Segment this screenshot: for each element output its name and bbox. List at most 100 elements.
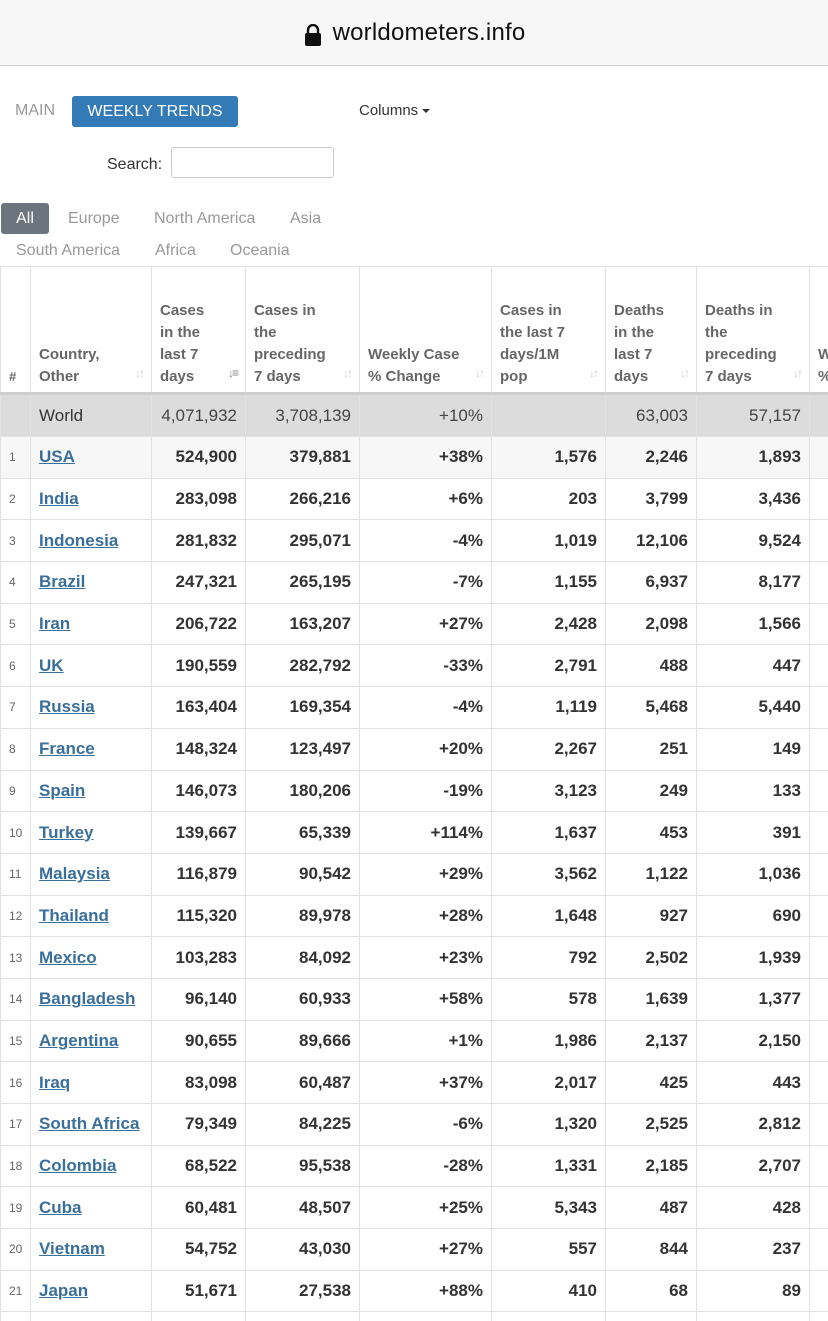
data-cell: [809, 477, 828, 521]
table-row: 21 Japan 51,671 27,538 +88% 410 68 89: [0, 1269, 828, 1313]
country-link[interactable]: Bangladesh: [39, 989, 136, 1009]
data-cell: 249: [605, 769, 697, 813]
data-cell: +25%: [359, 1186, 492, 1230]
data-cell: 410: [491, 1269, 606, 1313]
country-link[interactable]: Russia: [39, 697, 95, 717]
column-header-6[interactable]: Deaths in the last 7 days ↓↑: [605, 266, 697, 395]
data-cell: [491, 1311, 606, 1321]
search-input[interactable]: [171, 147, 334, 178]
country-link[interactable]: Malaysia: [39, 864, 110, 884]
sort-icon[interactable]: ↓↑: [680, 366, 690, 380]
country-link[interactable]: Brazil: [39, 572, 86, 592]
table-row: 14 Bangladesh 96,140 60,933 +58% 578 1,639 1,37…: [0, 977, 828, 1021]
region-tab-africa[interactable]: Africa: [155, 242, 196, 259]
sort-icon[interactable]: ↓↑: [135, 366, 145, 380]
table-row: 5 Iran 206,722 163,207 +27% 2,428 2,098 1,566: [0, 602, 828, 646]
region-tab-south-america[interactable]: South America: [16, 242, 121, 259]
country-link[interactable]: Japan: [39, 1281, 89, 1301]
country-link[interactable]: Turkey: [39, 822, 94, 842]
column-header-8[interactable]: W %: [809, 266, 828, 395]
column-header-5[interactable]: Cases in the last 7 days/1M pop ↓↑: [491, 266, 606, 395]
data-cell: 2,185: [605, 1144, 697, 1188]
country-cell: Cuba: [30, 1186, 152, 1230]
row-index: 7: [0, 686, 31, 729]
weekly-trends-table-container[interactable]: # Country, Other ↓↑ Cases in the last 7 day…: [0, 266, 828, 1321]
country-link[interactable]: South Africa: [39, 1114, 140, 1134]
data-cell: 54,752: [151, 1228, 246, 1271]
country-link[interactable]: Cuba: [39, 1197, 82, 1217]
country-link[interactable]: France: [39, 739, 95, 759]
sort-icon[interactable]: ↓↑: [475, 366, 485, 380]
column-header-label: #: [9, 369, 17, 384]
country-link[interactable]: Spain: [39, 780, 86, 800]
data-cell: [809, 1311, 828, 1321]
sort-icon[interactable]: ↓↑: [793, 366, 803, 380]
data-cell: 792: [491, 936, 606, 979]
country-link[interactable]: UK: [39, 655, 64, 675]
column-header-4[interactable]: Weekly Case % Change ↓↑: [359, 266, 492, 395]
country-link[interactable]: Iran: [39, 614, 71, 634]
region-tab-europe[interactable]: Europe: [68, 210, 120, 227]
data-cell: 488: [605, 644, 697, 688]
column-header-label: Weekly Case % Change: [368, 346, 460, 385]
data-cell: 57,157: [696, 393, 810, 437]
data-cell: [809, 1019, 828, 1063]
data-cell: 2,428: [491, 602, 606, 646]
data-cell: 578: [491, 977, 606, 1021]
region-tab-north-america[interactable]: North America: [154, 210, 256, 227]
caret-down-icon: [422, 109, 431, 114]
country-link[interactable]: Mexico: [39, 947, 97, 967]
table-row: [0, 1311, 828, 1321]
region-tab-oceania[interactable]: Oceania: [230, 242, 290, 259]
country-link[interactable]: USA: [39, 447, 75, 467]
country-link[interactable]: Vietnam: [39, 1239, 105, 1259]
column-header-label: Country, Other: [39, 346, 100, 385]
table-row: 17 South Africa 79,349 84,225 -6% 1,320 2,525 2…: [0, 1103, 828, 1146]
data-cell: 2,791: [491, 644, 606, 688]
table-row: 10 Turkey 139,667 65,339 +114% 1,637 453 391: [0, 811, 828, 854]
columns-dropdown-button[interactable]: Columns: [359, 102, 431, 119]
country-link[interactable]: Argentina: [39, 1030, 119, 1050]
data-cell: 927: [605, 894, 697, 938]
data-cell: 295,071: [245, 519, 360, 563]
data-cell: 453: [605, 811, 697, 854]
country-cell: Colombia: [30, 1144, 152, 1188]
tab-weekly-trends[interactable]: WEEKLY TRENDS: [72, 96, 238, 127]
sort-icon[interactable]: ↓↑: [589, 366, 599, 380]
row-index: 10: [0, 811, 31, 854]
data-cell: 2,137: [605, 1019, 697, 1063]
country-link[interactable]: India: [39, 489, 79, 509]
column-header-2[interactable]: Cases in the last 7 days ↓≡: [151, 266, 246, 395]
country-link[interactable]: Iraq: [39, 1072, 71, 1092]
column-header-7[interactable]: Deaths in the preceding 7 days ↓↑: [696, 266, 810, 395]
country-link[interactable]: Indonesia: [39, 530, 119, 550]
row-index: 12: [0, 894, 31, 938]
column-header-3[interactable]: Cases in the preceding 7 days ↓↑: [245, 266, 360, 395]
region-tab-asia[interactable]: Asia: [290, 210, 322, 227]
country-link[interactable]: Thailand: [39, 905, 109, 925]
country-cell: France: [30, 727, 152, 771]
sort-desc-icon[interactable]: ↓≡: [227, 366, 239, 380]
data-cell: 281,832: [151, 519, 246, 563]
tab-main[interactable]: MAIN: [15, 102, 55, 119]
data-cell: 149: [696, 727, 810, 771]
sort-icon[interactable]: ↓↑: [343, 366, 353, 380]
data-cell: +37%: [359, 1061, 492, 1104]
column-header-1[interactable]: Country, Other ↓↑: [30, 266, 152, 395]
data-cell: 12,106: [605, 519, 697, 563]
row-index: 17: [0, 1103, 31, 1146]
row-index: [0, 1311, 31, 1321]
country-link[interactable]: Colombia: [39, 1156, 117, 1176]
row-index: 1: [0, 436, 31, 479]
region-tab-all[interactable]: All: [1, 203, 49, 234]
data-cell: -6%: [359, 1103, 492, 1146]
row-index: 5: [0, 602, 31, 646]
column-header-label: Deaths in the last 7 days: [614, 302, 665, 385]
column-header-label: Cases in the preceding 7 days: [254, 302, 326, 385]
data-cell: 3,436: [696, 477, 810, 521]
data-cell: -19%: [359, 769, 492, 813]
data-cell: [491, 393, 606, 437]
browser-url-bar[interactable]: worldometers.info: [0, 0, 828, 66]
data-cell: 89: [696, 1269, 810, 1313]
data-cell: -28%: [359, 1144, 492, 1188]
